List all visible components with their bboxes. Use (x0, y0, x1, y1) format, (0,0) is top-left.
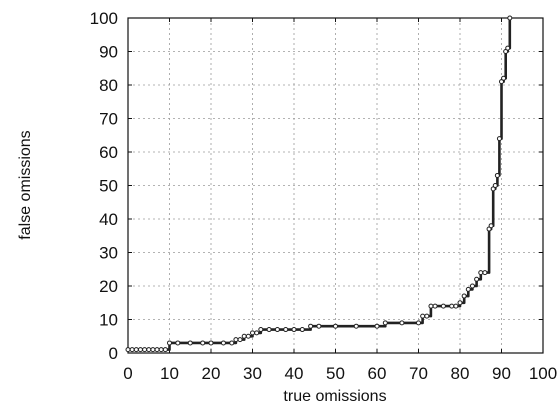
data-point (382, 320, 388, 326)
data-point (187, 340, 193, 346)
y-axis-tick-labels: 0 10 20 30 40 50 60 70 80 90 100 (90, 9, 118, 363)
data-point (420, 313, 426, 319)
data-point (241, 333, 247, 339)
data-point (220, 340, 226, 346)
data-point (507, 15, 513, 21)
data-point (200, 340, 206, 346)
data-point (453, 303, 459, 309)
data-point (505, 45, 511, 51)
data-point (133, 347, 139, 353)
data-point (399, 320, 405, 326)
x-tick-label: 10 (160, 364, 179, 383)
data-point (299, 327, 305, 333)
x-axis-tick-labels: 0 10 20 30 40 50 60 70 80 90 100 (123, 364, 557, 383)
x-tick-label: 80 (451, 364, 470, 383)
x-tick-label: 70 (409, 364, 428, 383)
data-point (142, 347, 148, 353)
x-tick-label: 40 (285, 364, 304, 383)
data-point (333, 323, 338, 329)
data-point (374, 323, 380, 329)
data-point (457, 300, 463, 306)
y-tick-label: 70 (99, 110, 118, 129)
x-tick-label: 0 (123, 364, 132, 383)
grid-lines (128, 18, 543, 353)
x-axis-title: true omissions (283, 388, 386, 405)
data-point (482, 270, 488, 276)
data-point (432, 303, 438, 309)
x-tick-label: 50 (326, 364, 345, 383)
data-point (167, 340, 172, 346)
x-tick-label: 100 (529, 364, 557, 383)
data-point (428, 303, 434, 309)
x-tick-label: 30 (243, 364, 262, 383)
y-tick-label: 20 (99, 277, 118, 296)
data-point (274, 327, 280, 333)
data-point (258, 327, 264, 333)
data-point (125, 347, 131, 353)
data-point (291, 327, 297, 333)
data-point (129, 347, 135, 353)
data-point (474, 276, 480, 282)
y-tick-label: 50 (99, 177, 118, 196)
data-point (494, 172, 500, 178)
data-point (146, 347, 152, 353)
y-axis-title: false omissions (17, 130, 34, 239)
data-point (492, 183, 498, 188)
y-tick-label: 30 (99, 244, 118, 263)
data-point (137, 347, 143, 353)
data-point (316, 323, 322, 329)
data-point (449, 303, 455, 309)
data-point (237, 337, 243, 343)
data-point (501, 75, 507, 81)
y-tick-label: 60 (99, 143, 118, 162)
data-point (162, 347, 168, 353)
data-point (250, 330, 255, 336)
data-point (254, 330, 260, 336)
data-point (208, 340, 214, 346)
y-tick-label: 90 (99, 43, 118, 62)
series (125, 15, 513, 353)
y-tick-label: 100 (90, 9, 118, 28)
data-point (488, 223, 494, 229)
data-point (461, 293, 467, 299)
data-point (308, 323, 314, 329)
data-point (496, 136, 502, 142)
data-point (175, 340, 181, 346)
series-group (125, 15, 513, 353)
x-tick-label: 20 (202, 364, 221, 383)
x-tick-label: 60 (368, 364, 387, 383)
data-point (353, 323, 359, 329)
y-tick-label: 80 (99, 76, 118, 95)
data-point (245, 333, 251, 339)
data-point (478, 270, 484, 276)
data-point (158, 347, 164, 353)
data-point (233, 337, 239, 343)
data-point (150, 347, 156, 353)
data-point (424, 313, 430, 319)
data-point (266, 327, 272, 333)
data-point (229, 340, 235, 346)
data-point (469, 283, 475, 289)
y-tick-label: 0 (109, 344, 118, 363)
data-point (465, 286, 471, 292)
data-point (416, 320, 421, 326)
y-tick-label: 10 (99, 311, 118, 330)
data-point (440, 303, 446, 309)
x-tick-label: 90 (492, 364, 511, 383)
y-tick-label: 40 (99, 210, 118, 229)
data-point (283, 327, 289, 333)
data-point (154, 347, 160, 353)
